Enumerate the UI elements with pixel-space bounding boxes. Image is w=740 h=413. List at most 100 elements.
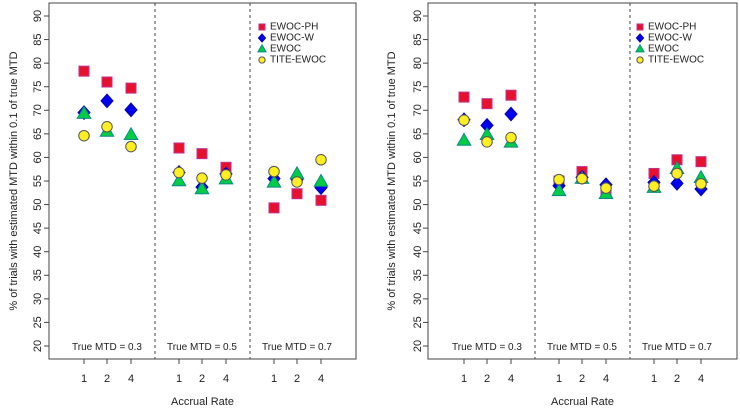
- point-tite-ewoc: [671, 167, 683, 180]
- group-label: True MTD = 0.7: [262, 342, 332, 353]
- point-tite-ewoc: [481, 136, 493, 148]
- point-tite-ewoc: [315, 154, 327, 166]
- point-ewoc-ph: [125, 82, 137, 94]
- x-tick-label: 4: [698, 373, 704, 385]
- x-axis-label: Accrual Rate: [171, 396, 234, 408]
- point-tite-ewoc: [125, 140, 137, 153]
- point-ewoc-ph: [505, 89, 517, 101]
- y-tick-label: 50: [412, 198, 424, 210]
- y-tick-label: 80: [32, 57, 44, 69]
- point-ewoc-ph: [196, 148, 208, 160]
- panel-right: 20 25 30 35 40 45 50 55 60 65 70 75 80 85 90 % of trial…: [386, 2, 738, 408]
- x-tick-label: 2: [579, 373, 585, 385]
- legend-label: TITE-EWOC: [648, 55, 704, 66]
- legend-label: EWOC-W: [270, 33, 314, 44]
- y-tick-label: 65: [412, 128, 424, 140]
- legend-marker-ewoc-ph: [258, 23, 266, 31]
- point-ewoc-ph: [291, 188, 303, 200]
- point-ewoc: [313, 173, 329, 187]
- point-ewoc-w: [504, 106, 518, 122]
- x-axis-label: Accrual Rate: [551, 396, 614, 408]
- point-ewoc-w: [670, 175, 684, 191]
- legend-marker-ewoc-w: [257, 33, 267, 43]
- x-tick-label: 2: [104, 373, 110, 385]
- point-ewoc-ph: [101, 76, 113, 88]
- legend-label: EWOC: [648, 44, 679, 55]
- y-tick-label: 65: [32, 128, 44, 140]
- point-ewoc: [551, 182, 567, 197]
- y-tick-label: 60: [32, 151, 44, 163]
- legend-marker-ewoc: [635, 43, 645, 53]
- point-ewoc-w: [100, 93, 114, 109]
- y-tick-label: 35: [412, 269, 424, 281]
- x-tick-label: 4: [508, 373, 514, 385]
- point-tite-ewoc: [458, 114, 470, 126]
- point-ewoc: [171, 172, 187, 187]
- x-tick-label: 1: [651, 373, 657, 385]
- point-tite-ewoc: [173, 166, 185, 179]
- point-tite-ewoc: [78, 129, 90, 142]
- y-tick-label: 30: [412, 293, 424, 305]
- point-tite-ewoc: [600, 182, 612, 194]
- point-tite-ewoc: [648, 180, 660, 192]
- group-label: True MTD = 0.5: [547, 342, 617, 353]
- group-label: True MTD = 0.3: [72, 342, 142, 353]
- point-tite-ewoc: [101, 121, 113, 133]
- y-tick-label: 75: [32, 81, 44, 93]
- point-ewoc-ph: [173, 142, 185, 154]
- y-tick-label: 85: [412, 33, 424, 45]
- x-tick-label: 2: [674, 373, 680, 385]
- x-tick-label: 1: [556, 373, 562, 385]
- y-tick-label: 80: [412, 57, 424, 69]
- group-label: True MTD = 0.3: [452, 342, 522, 353]
- y-tick-label: 25: [412, 316, 424, 328]
- legend-label: EWOC-W: [648, 33, 692, 44]
- point-ewoc-ph: [695, 156, 707, 168]
- point-ewoc-w: [124, 102, 138, 118]
- y-tick-label: 75: [412, 81, 424, 93]
- y-tick-label: 50: [32, 198, 44, 210]
- y-axis-label: % of trials with estimated MTD within 0.…: [386, 51, 398, 310]
- group-label: True MTD = 0.7: [642, 342, 712, 353]
- y-tick-label: 55: [32, 175, 44, 187]
- point-tite-ewoc: [505, 131, 517, 144]
- legend-marker-tite-ewoc: [258, 56, 266, 64]
- x-tick-label: 1: [271, 373, 277, 385]
- point-ewoc: [266, 174, 282, 188]
- y-tick-label: 90: [32, 10, 44, 22]
- legend-marker-ewoc-w: [635, 33, 645, 43]
- point-ewoc: [123, 126, 139, 141]
- y-tick-label: 40: [412, 246, 424, 258]
- point-ewoc-ph: [268, 202, 280, 214]
- legend-marker-tite-ewoc: [636, 56, 644, 64]
- y-tick-label: 45: [412, 222, 424, 234]
- x-tick-label: 1: [81, 373, 87, 385]
- legend-label: EWOC: [270, 44, 301, 55]
- point-ewoc: [456, 132, 472, 146]
- point-tite-ewoc: [196, 172, 208, 184]
- point-tite-ewoc: [268, 165, 280, 178]
- panel-left: 20 25 30 35 40 45 50 55 60 65 70 75 80 85 90 % of trial…: [8, 2, 357, 408]
- y-tick-label: 40: [32, 246, 44, 258]
- y-axis-label: % of trials with estimated MTD within 0.…: [8, 51, 20, 310]
- y-tick-label: 70: [32, 104, 44, 116]
- point-tite-ewoc: [291, 176, 303, 188]
- y-tick-label: 60: [412, 151, 424, 163]
- y-tick-label: 55: [412, 175, 424, 187]
- group-label: True MTD = 0.5: [167, 342, 237, 353]
- x-tick-label: 4: [318, 373, 324, 385]
- point-ewoc-ph: [315, 194, 327, 206]
- y-tick-label: 85: [32, 33, 44, 45]
- legend-marker-ewoc: [257, 43, 267, 53]
- x-tick-label: 2: [484, 373, 490, 385]
- point-ewoc-ph: [78, 65, 90, 77]
- x-tick-label: 1: [176, 373, 182, 385]
- point-tite-ewoc: [695, 178, 707, 190]
- point-ewoc-ph: [458, 91, 470, 103]
- y-tick-label: 25: [32, 316, 44, 328]
- x-tick-label: 2: [199, 373, 205, 385]
- x-tick-label: 1: [461, 373, 467, 385]
- point-tite-ewoc: [553, 173, 565, 186]
- y-tick-label: 70: [412, 104, 424, 116]
- legend-label: TITE-EWOC: [270, 55, 326, 66]
